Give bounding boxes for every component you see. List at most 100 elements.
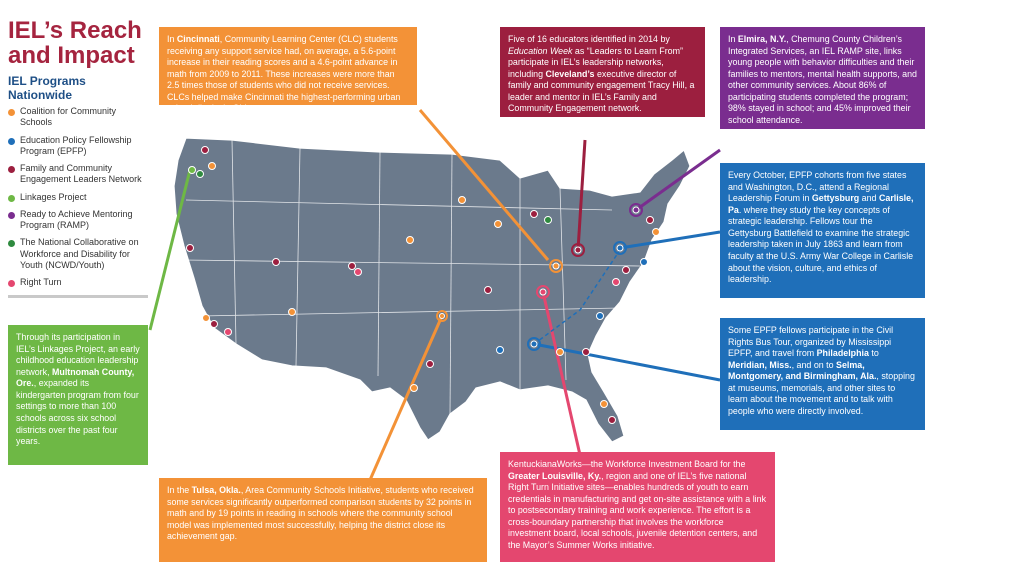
legend-item-linkages: Linkages Project — [8, 192, 148, 203]
site-marker — [612, 278, 620, 286]
elmira-marker-center — [632, 206, 640, 214]
green-dot-icon — [8, 194, 15, 202]
callout-place: Meridian, Miss. — [728, 359, 792, 370]
site-marker — [201, 146, 209, 154]
site-marker — [208, 162, 216, 170]
site-markers — [186, 146, 660, 424]
callout-civil-rights: Some EPFP fellows participate in the Civ… — [720, 318, 925, 430]
legend-divider — [8, 295, 148, 298]
callout-text: KentuckianaWorks—the Workforce Investmen… — [508, 459, 746, 469]
legend-item-coalition: Coalition for Community Schools — [8, 106, 148, 129]
site-marker — [582, 348, 590, 356]
callout-text: Some EPFP fellows participate in the Civ… — [728, 325, 894, 359]
gettysburg-marker-center — [616, 244, 624, 252]
legend-title: IEL Programs Nationwide — [8, 74, 86, 102]
callout-text: Through its participation in IEL’s Linka… — [16, 332, 140, 377]
blue-dot-icon — [8, 137, 15, 145]
site-marker — [188, 166, 196, 174]
maroon-dot-icon — [8, 166, 15, 173]
callout-place: Elmira, N.Y. — [737, 34, 787, 44]
site-marker — [354, 268, 362, 276]
pink-dot-icon — [8, 280, 15, 287]
callout-text: executive director of family and communi… — [508, 68, 695, 114]
callout-place: Greater Louisville, Ky. — [508, 470, 602, 481]
tulsa-pointer — [368, 315, 444, 481]
callout-publication: Education Week — [508, 45, 573, 56]
legend-label: Family and Community Engagement Leaders … — [20, 163, 142, 185]
civilrights-pointer — [533, 342, 721, 382]
site-marker — [426, 360, 434, 368]
site-marker — [348, 262, 356, 270]
orange-dot-icon — [8, 109, 15, 116]
callout-text: , expanded its kindergarten program from… — [16, 378, 139, 447]
elmira-marker — [629, 203, 643, 217]
callout-text: , Area Community Schools Initiative, stu… — [167, 485, 474, 542]
state-borders — [183, 139, 641, 415]
callout-place: Tulsa, Okla. — [191, 485, 241, 495]
legend: IEL Programs Nationwide Coalition for Co… — [8, 74, 148, 294]
legend-label: Linkages Project — [20, 191, 87, 202]
site-marker — [406, 236, 414, 244]
cleveland-marker — [571, 243, 585, 257]
site-marker — [224, 328, 232, 336]
site-marker — [608, 416, 616, 424]
callout-place: Multnomah County, Ore. — [16, 366, 135, 389]
legend-item-ncwd: The National Collaborative on Workforce … — [8, 237, 148, 271]
legend-item-epfp: Education Policy Fellowship Program (EPF… — [8, 135, 148, 158]
purple-dot-icon — [8, 211, 15, 219]
callout-louisville: KentuckianaWorks—the Workforce Investmen… — [500, 452, 775, 562]
site-marker — [202, 314, 210, 322]
legend-item-rightturn: Right Turn — [8, 277, 148, 288]
tulsa-marker-center — [439, 313, 445, 319]
site-marker — [410, 384, 418, 392]
legend-item-ramp: Ready to Achieve Mentoring Program (RAMP… — [8, 209, 148, 232]
callout-text: and — [859, 193, 879, 204]
callout-place: Cleveland’s — [545, 68, 595, 79]
callout-text: In — [728, 34, 738, 44]
site-marker — [640, 258, 648, 266]
callout-place: Gettysburg — [811, 193, 860, 204]
cleveland-marker-center — [574, 246, 582, 254]
site-marker — [484, 286, 492, 294]
callout-text: Five of 16 educators identified in 2014 … — [508, 34, 670, 44]
gettysburg-marker — [613, 241, 627, 255]
callout-tulsa: In the Tulsa, Okla., Area Community Scho… — [159, 478, 487, 562]
callout-text: , Community Learning Center (CLC) studen… — [167, 34, 401, 114]
dark-green-dot-icon — [8, 240, 15, 248]
site-marker — [544, 216, 552, 224]
callout-place: Philadelphia — [816, 348, 869, 359]
legend-label: The National Collaborative on Workforce … — [20, 237, 139, 270]
site-marker — [622, 266, 630, 274]
site-marker — [186, 244, 194, 252]
legend-item-family: Family and Community Engagement Leaders … — [8, 163, 148, 186]
louisville-pointer — [541, 291, 582, 456]
meridian-marker-center — [530, 340, 538, 348]
callout-text: , Chemung County Children’s Integrated S… — [728, 34, 917, 126]
elmira-pointer — [635, 148, 721, 212]
legend-label: Education Policy Fellowship Program (EPF… — [20, 134, 132, 156]
callout-place: Selma, Montgomery, and Birmingham, Ala. — [728, 359, 877, 382]
site-marker — [600, 400, 608, 408]
us-map-shape — [173, 137, 691, 443]
site-marker — [458, 196, 466, 204]
callout-cleveland: Five of 16 educators identified in 2014 … — [500, 27, 705, 117]
callout-text: to — [868, 348, 879, 359]
site-marker — [530, 210, 538, 218]
callout-text: , stopping at museums, memorials, and ot… — [728, 371, 915, 417]
callout-place: Carlisle, Pa — [728, 193, 914, 215]
cincinnati-marker — [549, 259, 563, 273]
callout-text: Every October, EPFP cohorts from five st… — [728, 170, 907, 204]
cleveland-pointer — [576, 139, 587, 251]
site-marker — [494, 220, 502, 228]
callout-text: as “Leaders to Learn From” participate i… — [508, 45, 683, 79]
callout-text: . where they study the key concepts of s… — [728, 204, 914, 285]
callout-gettysburg: Every October, EPFP cohorts from five st… — [720, 163, 925, 298]
callout-elmira: In Elmira, N.Y., Chemung County Children… — [720, 27, 925, 129]
callout-place: Cincinnati — [176, 34, 220, 44]
callout-multnomah: Through its participation in IEL’s Linka… — [8, 325, 148, 465]
gettysburg-pointer — [619, 230, 721, 250]
legend-label: Coalition for Community Schools — [20, 106, 117, 128]
legend-label: Right Turn — [20, 277, 62, 287]
louisville-marker — [536, 285, 550, 299]
